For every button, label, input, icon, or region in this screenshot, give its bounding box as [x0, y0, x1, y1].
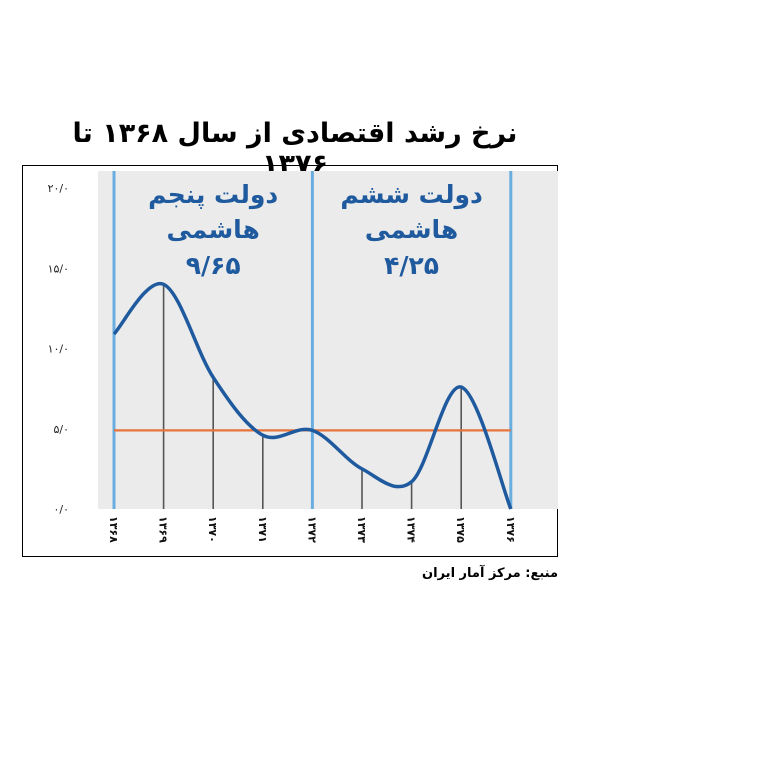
y-tick-label: ۲۰/۰ [48, 182, 69, 195]
period-dividers [112, 171, 513, 509]
period-label-line2: هاشمی [167, 215, 260, 244]
y-axis-ticks: ۰/۰ ۵/۰ ۱۰/۰ ۱۵/۰ ۲۰/۰ [48, 182, 69, 516]
x-tick-label: ۱۳۷۴ [405, 516, 418, 543]
x-tick-label: ۱۳۷۲ [305, 516, 318, 543]
series-line [112, 281, 513, 510]
x-tick-label: ۱۳۷۵ [454, 516, 467, 543]
x-tick-label: ۱۳۶۸ [107, 516, 120, 543]
x-tick-label: ۱۳۷۳ [355, 516, 368, 543]
period-labels: دولت پنجم هاشمی ۹/۶۵ دولت ششم هاشمی ۴/۲۵ [148, 180, 483, 280]
period-label-line1: دولت ششم [340, 180, 483, 210]
x-tick-label: ۱۳۶۹ [157, 516, 170, 543]
period-label-value-label: ۴/۲۵ [384, 251, 439, 280]
x-axis-ticks: ۱۳۶۸ ۱۳۶۹ ۱۳۷۰ ۱۳۷۱ ۱۳۷۲ ۱۳۷۳ ۱۳۷۴ ۱۳۷۵ ۱۳۷۶ [107, 516, 517, 543]
line-chart: ۰/۰۵/۰۱۰/۰۱۵/۰۲۰/۰ ۱۳۶۸ ۱۳۶۹ ۱۳۷۰ ۱۳۷۱ ۱۳۷۲ ۱… [48, 171, 558, 543]
period-label-value-label: ۹/۶۵ [186, 251, 241, 280]
y-tick-label: ۱۰/۰ [48, 343, 69, 356]
x-tick-label: ۱۳۷۱ [256, 516, 269, 543]
chart-frame: ۰/۰ ۵/۰ ۱۰/۰ ۱۵/۰ ۲۰/۰ ۱۳۶۸ ۱۳۶۹ ۱۳۷۰ ۱۳۷۱ ۱۳۷۲ ۱… [22, 165, 558, 557]
plot-background [98, 171, 558, 509]
y-tick-label: ۱۵/۰ [48, 262, 69, 275]
source-note: منبع: مرکز آمار ایران [422, 566, 558, 581]
period-label-line2: هاشمی [365, 215, 458, 244]
x-tick-label: ۱۳۷۶ [504, 516, 517, 543]
x-tick-label: ۱۳۷۰ [206, 516, 219, 543]
y-tick-label: ۰/۰ [53, 503, 69, 516]
chart-title: نرخ رشد اقتصادی از سال ۱۳۶۸ تا ۱۳۷۶ [72, 118, 518, 180]
y-tick-label: ۵/۰ [53, 423, 69, 436]
period-label-line1: دولت پنجم [148, 180, 278, 210]
